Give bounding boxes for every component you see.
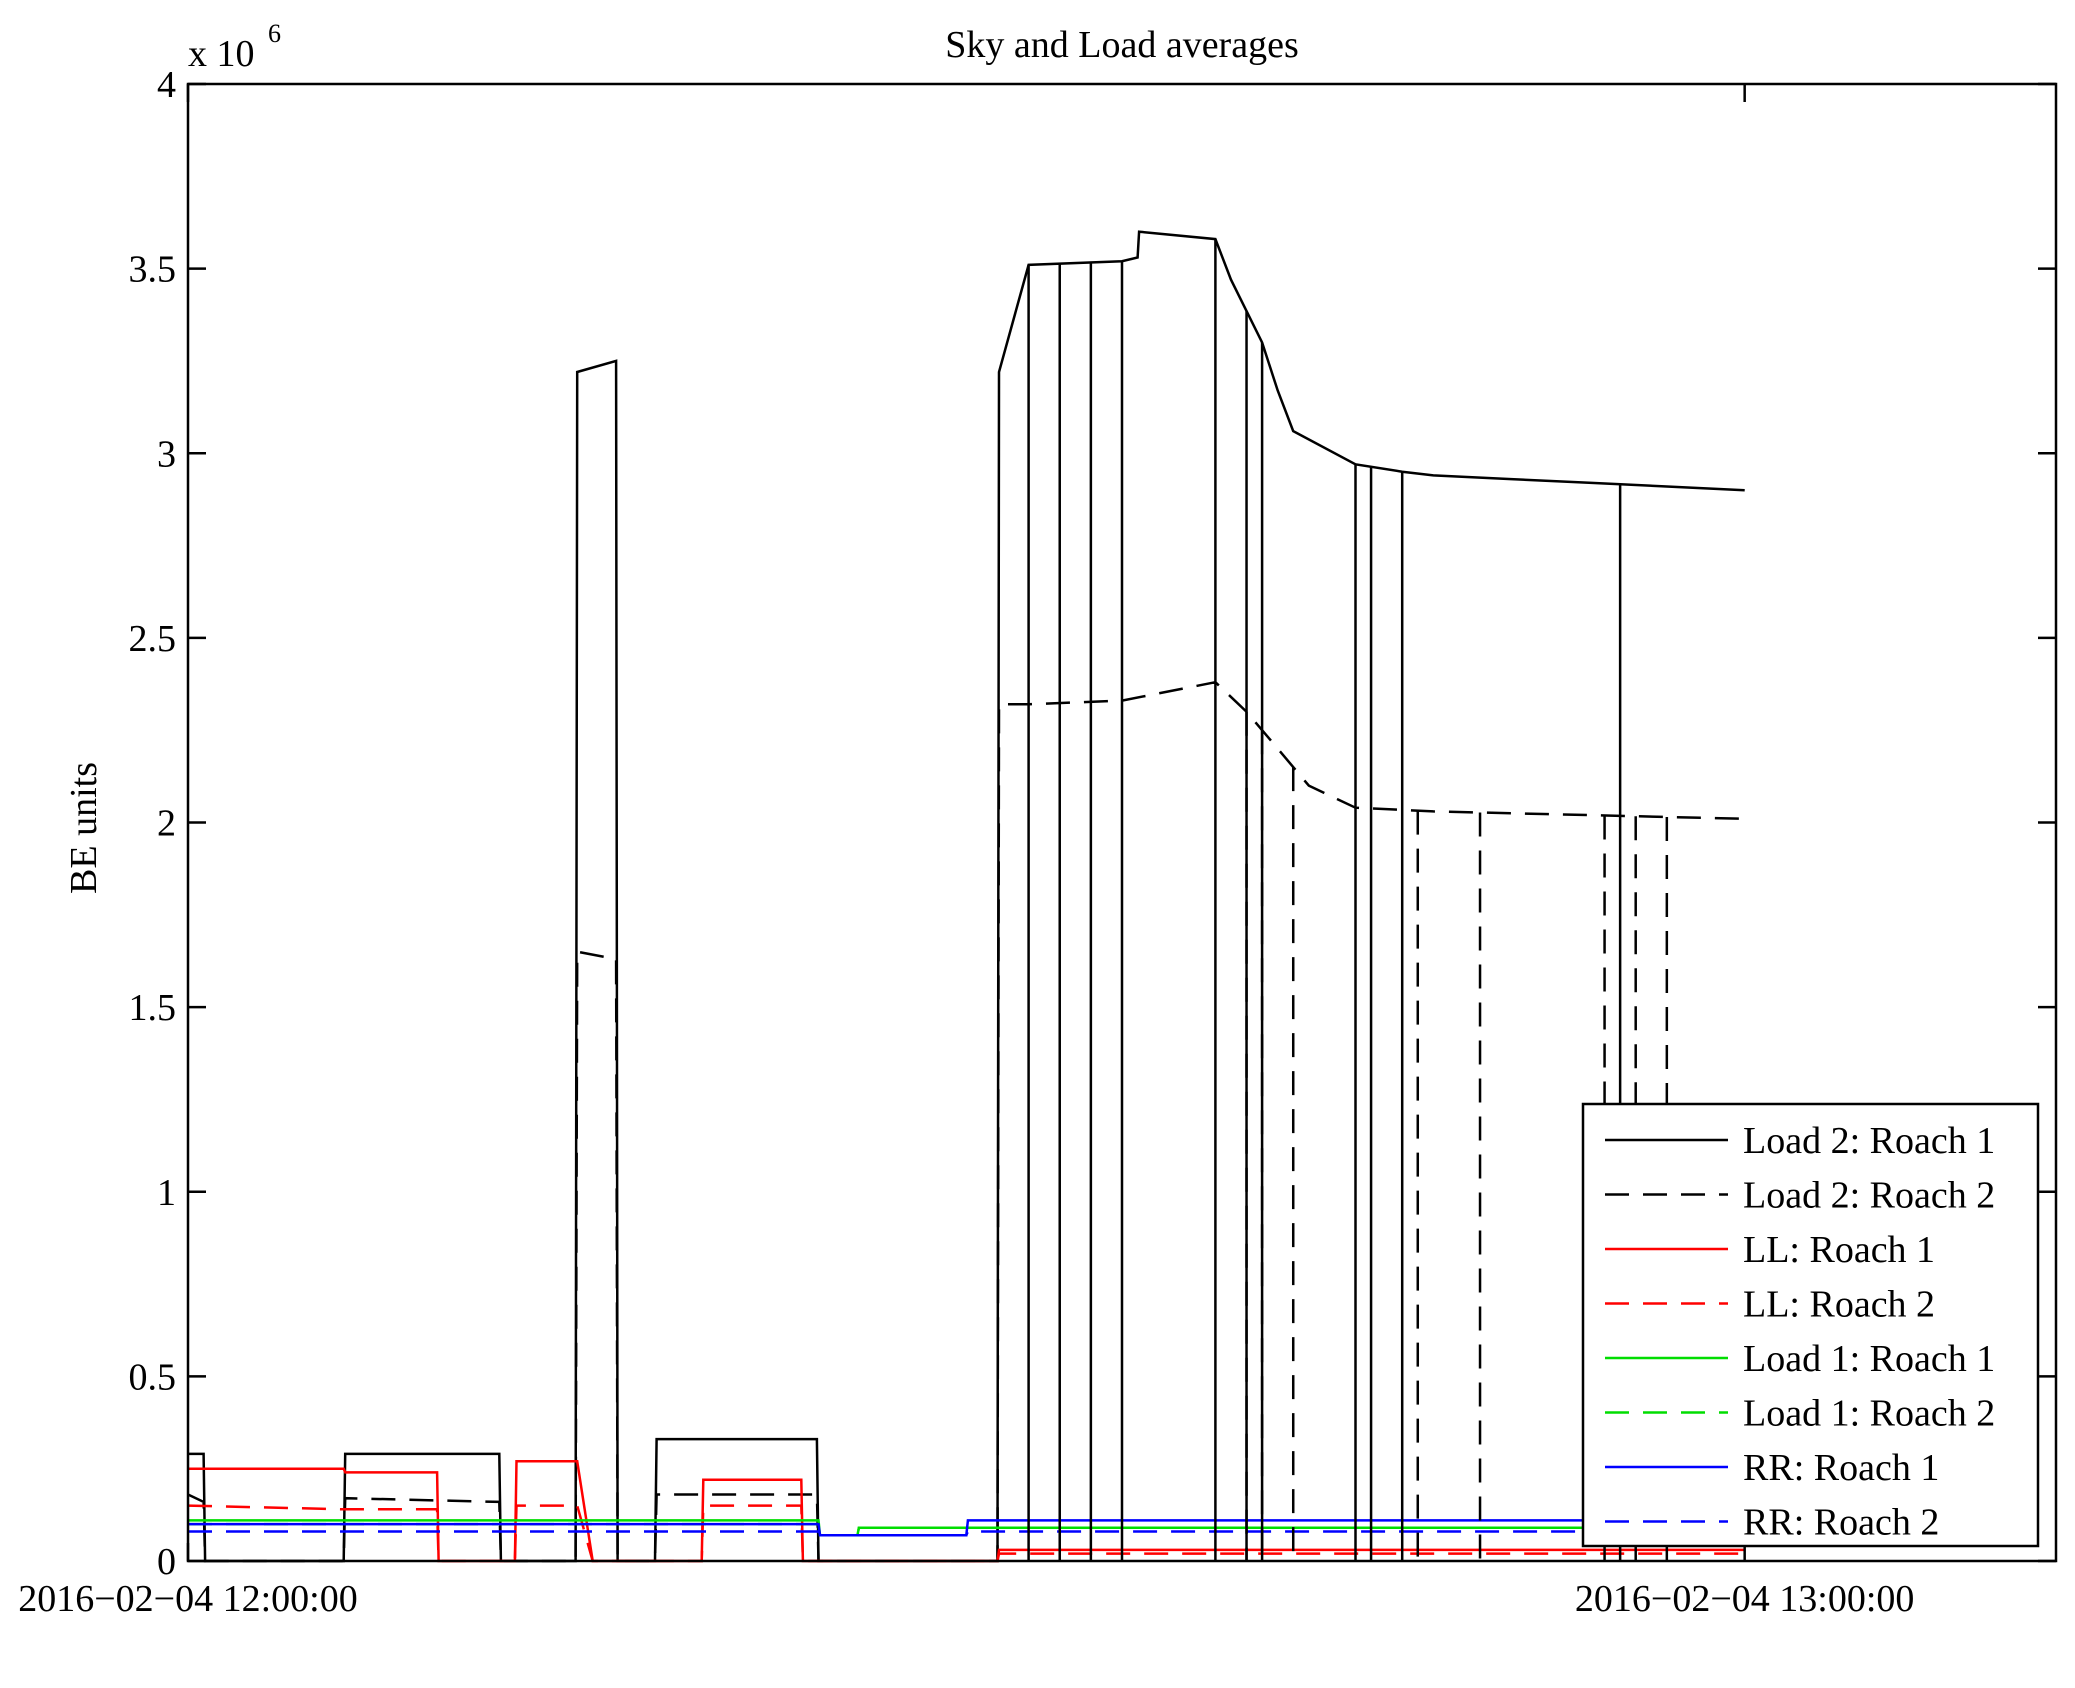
series-line-8: [188, 1530, 1745, 1537]
legend-label-6: Load 1: Roach 2: [1743, 1393, 1995, 1435]
series-line-1: [188, 230, 1745, 1563]
y-exponent-label: x 10 6: [188, 19, 281, 75]
y-tick-label: 4: [157, 64, 176, 106]
y-exponent-power: 6: [268, 19, 281, 48]
y-tick-label: 3.5: [129, 249, 177, 291]
y-tick-label: 3: [157, 433, 176, 475]
x-tick-label: 2016−02−04 13:00:00: [1575, 1578, 1914, 1620]
chart-title: Sky and Load averages: [945, 24, 1299, 66]
x-tick-label: 2016−02−04 12:00:00: [18, 1578, 357, 1620]
legend-label-1: Load 2: Roach 1: [1743, 1120, 1995, 1162]
y-tick-label: 2: [157, 803, 176, 845]
y-tick-label: 1.5: [129, 987, 177, 1029]
y-axis-label: BE units: [63, 762, 105, 894]
legend-label-8: RR: Roach 2: [1743, 1502, 1939, 1544]
legend-label-7: RR: Roach 1: [1743, 1447, 1939, 1489]
legend-label-4: LL: Roach 2: [1743, 1284, 1935, 1326]
legend: Load 2: Roach 1 Load 2: Roach 2 LL: Roach …: [1581, 1102, 2040, 1548]
legend-label-2: Load 2: Roach 2: [1743, 1175, 1995, 1217]
legend-label-3: LL: Roach 1: [1743, 1229, 1935, 1271]
y-tick-label: 0: [157, 1541, 176, 1583]
legend-box: [1581, 1102, 2040, 1548]
legend-label-5: Load 1: Roach 1: [1743, 1338, 1995, 1380]
y-tick-label: 2.5: [129, 618, 177, 660]
y-exponent-base: x 10: [188, 33, 255, 75]
y-tick-label: 0.5: [129, 1356, 177, 1398]
y-tick-label: 1: [157, 1172, 176, 1214]
